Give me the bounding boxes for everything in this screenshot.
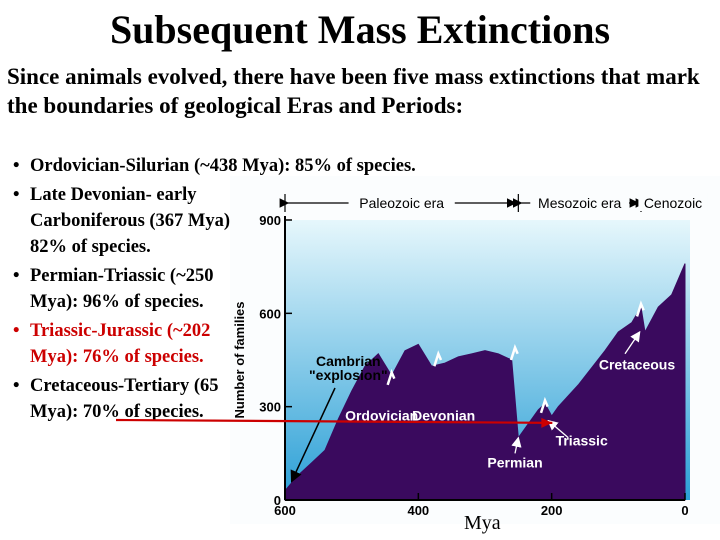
families-chart: 0 300 600 900 600 400 200 0 Number of families Ca… <box>115 176 720 524</box>
extinction-edge-highlight <box>433 350 443 367</box>
bullet-glyph: • <box>13 376 20 396</box>
annotation-explosion: "explosion" <box>309 367 388 383</box>
extinction-figure: 0 300 600 900 600 400 200 0 Number of families Ca… <box>115 176 720 524</box>
extinction-list: • Ordovician-Silurian (~438 Mya): 85% of… <box>13 153 416 428</box>
annotation-cretaceous: Cretaceous <box>599 356 675 372</box>
list-item-text: Late Devonian- early Carboniferous (367 … <box>30 185 237 257</box>
extinction-edge-highlight <box>539 396 549 414</box>
slide-title: Subsequent Mass Extinctions <box>109 7 611 52</box>
bullet-glyph: • <box>13 321 20 341</box>
list-item-late-devonian: • Late Devonian- early Carboniferous (36… <box>13 182 243 260</box>
list-item-ordovician-silurian: • Ordovician-Silurian (~438 Mya): 85% of… <box>13 153 510 179</box>
list-item-text: Cretaceous-Tertiary (65 Mya): 70% of spe… <box>30 376 219 422</box>
list-item-permian-triassic: • Permian-Triassic (~250 Mya): 96% of sp… <box>13 263 243 315</box>
x-axis-label: Mya <box>464 512 501 534</box>
y-tick-label: 0 <box>274 493 281 508</box>
x-tick-label: 0 <box>681 503 688 518</box>
highlight-arrow-line <box>115 418 553 424</box>
cambrian-pointer <box>290 387 336 483</box>
y-tick-label: 900 <box>259 213 281 228</box>
cretaceous-pointer <box>624 330 641 355</box>
annotation-ordovician: Ordovician <box>345 408 418 424</box>
bullet-glyph: • <box>13 156 20 176</box>
list-item-triassic-jurassic: • Triassic-Jurassic (~202 Mya): 76% of s… <box>13 318 243 370</box>
era-label: Paleozoic era <box>359 195 444 211</box>
annotation-permian: Permian <box>487 454 542 470</box>
permian-pointer <box>511 436 522 454</box>
y-tick-label: 300 <box>259 400 281 415</box>
y-axis-title: Number of families <box>232 301 247 418</box>
x-tick-label: 600 <box>274 503 296 518</box>
x-tick-label: 200 <box>541 503 563 518</box>
highlight-arrow-head <box>541 417 553 428</box>
extinction-edge-highlight <box>509 343 519 361</box>
extinction-edge-highlight <box>386 368 396 386</box>
era-label: Cenozoic <box>644 195 702 211</box>
list-item-text: Ordovician-Silurian (~438 Mya): 85% of s… <box>30 156 416 176</box>
era-label-bg <box>530 193 630 211</box>
era-label: Mesozoic era <box>538 195 621 211</box>
annotation-cambrian: Cambrian <box>316 353 381 369</box>
extinction-edge-highlight <box>635 300 645 317</box>
x-tick-label: 400 <box>407 503 429 518</box>
bullet-glyph: • <box>13 266 20 286</box>
y-tick-label: 600 <box>259 306 281 321</box>
intro-text: Since animals evolved, there have been f… <box>7 64 700 118</box>
annotation-triassic: Triassic <box>556 433 608 449</box>
families-area <box>284 263 686 501</box>
bullet-glyph: • <box>13 185 20 205</box>
era-label-bg <box>638 193 708 211</box>
list-item-text: Triassic-Jurassic (~202 Mya): 76% of spe… <box>30 321 211 367</box>
list-item-cretaceous-tertiary: • Cretaceous-Tertiary (65 Mya): 70% of s… <box>13 373 243 425</box>
annotation-devonian: Devonian <box>412 408 475 424</box>
list-item-text: Permian-Triassic (~250 Mya): 96% of spec… <box>30 266 214 312</box>
era-label-bg <box>348 193 455 211</box>
